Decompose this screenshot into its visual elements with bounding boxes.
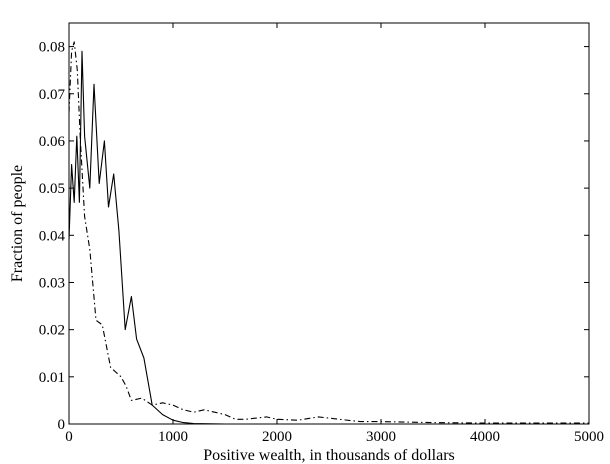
x-axis-label: Positive wealth, in thousands of dollars (203, 447, 455, 464)
y-tick-label: 0.03 (39, 275, 65, 291)
y-tick-label: 0.05 (39, 181, 65, 197)
y-tick-label: 0.07 (39, 87, 66, 103)
y-tick-label: 0.02 (39, 323, 65, 339)
y-tick-label: 0.04 (39, 228, 66, 244)
x-tick-label: 0 (65, 429, 73, 445)
y-tick-label: 0 (58, 417, 66, 433)
x-tick-label: 3000 (366, 429, 396, 445)
x-tick-label: 1000 (158, 429, 188, 445)
y-tick-label: 0.01 (39, 370, 65, 386)
x-tick-label: 2000 (262, 429, 292, 445)
y-axis-label: Fraction of people (9, 165, 26, 282)
series-layer (68, 41, 589, 425)
y-axis: 0 0.01 0.02 0.03 0.04 0.05 0.06 0.07 0.08 (39, 40, 589, 433)
y-tick-label: 0.06 (39, 134, 66, 150)
x-axis: 0 1000 2000 3000 4000 5000 (65, 23, 604, 445)
x-tick-label: 4000 (470, 429, 500, 445)
series-line-dash-dot (68, 41, 589, 424)
plot-frame (68, 22, 590, 425)
y-tick-label: 0.08 (39, 40, 65, 56)
series-line-solid (68, 50, 589, 425)
x-tick-label: 5000 (574, 429, 604, 445)
